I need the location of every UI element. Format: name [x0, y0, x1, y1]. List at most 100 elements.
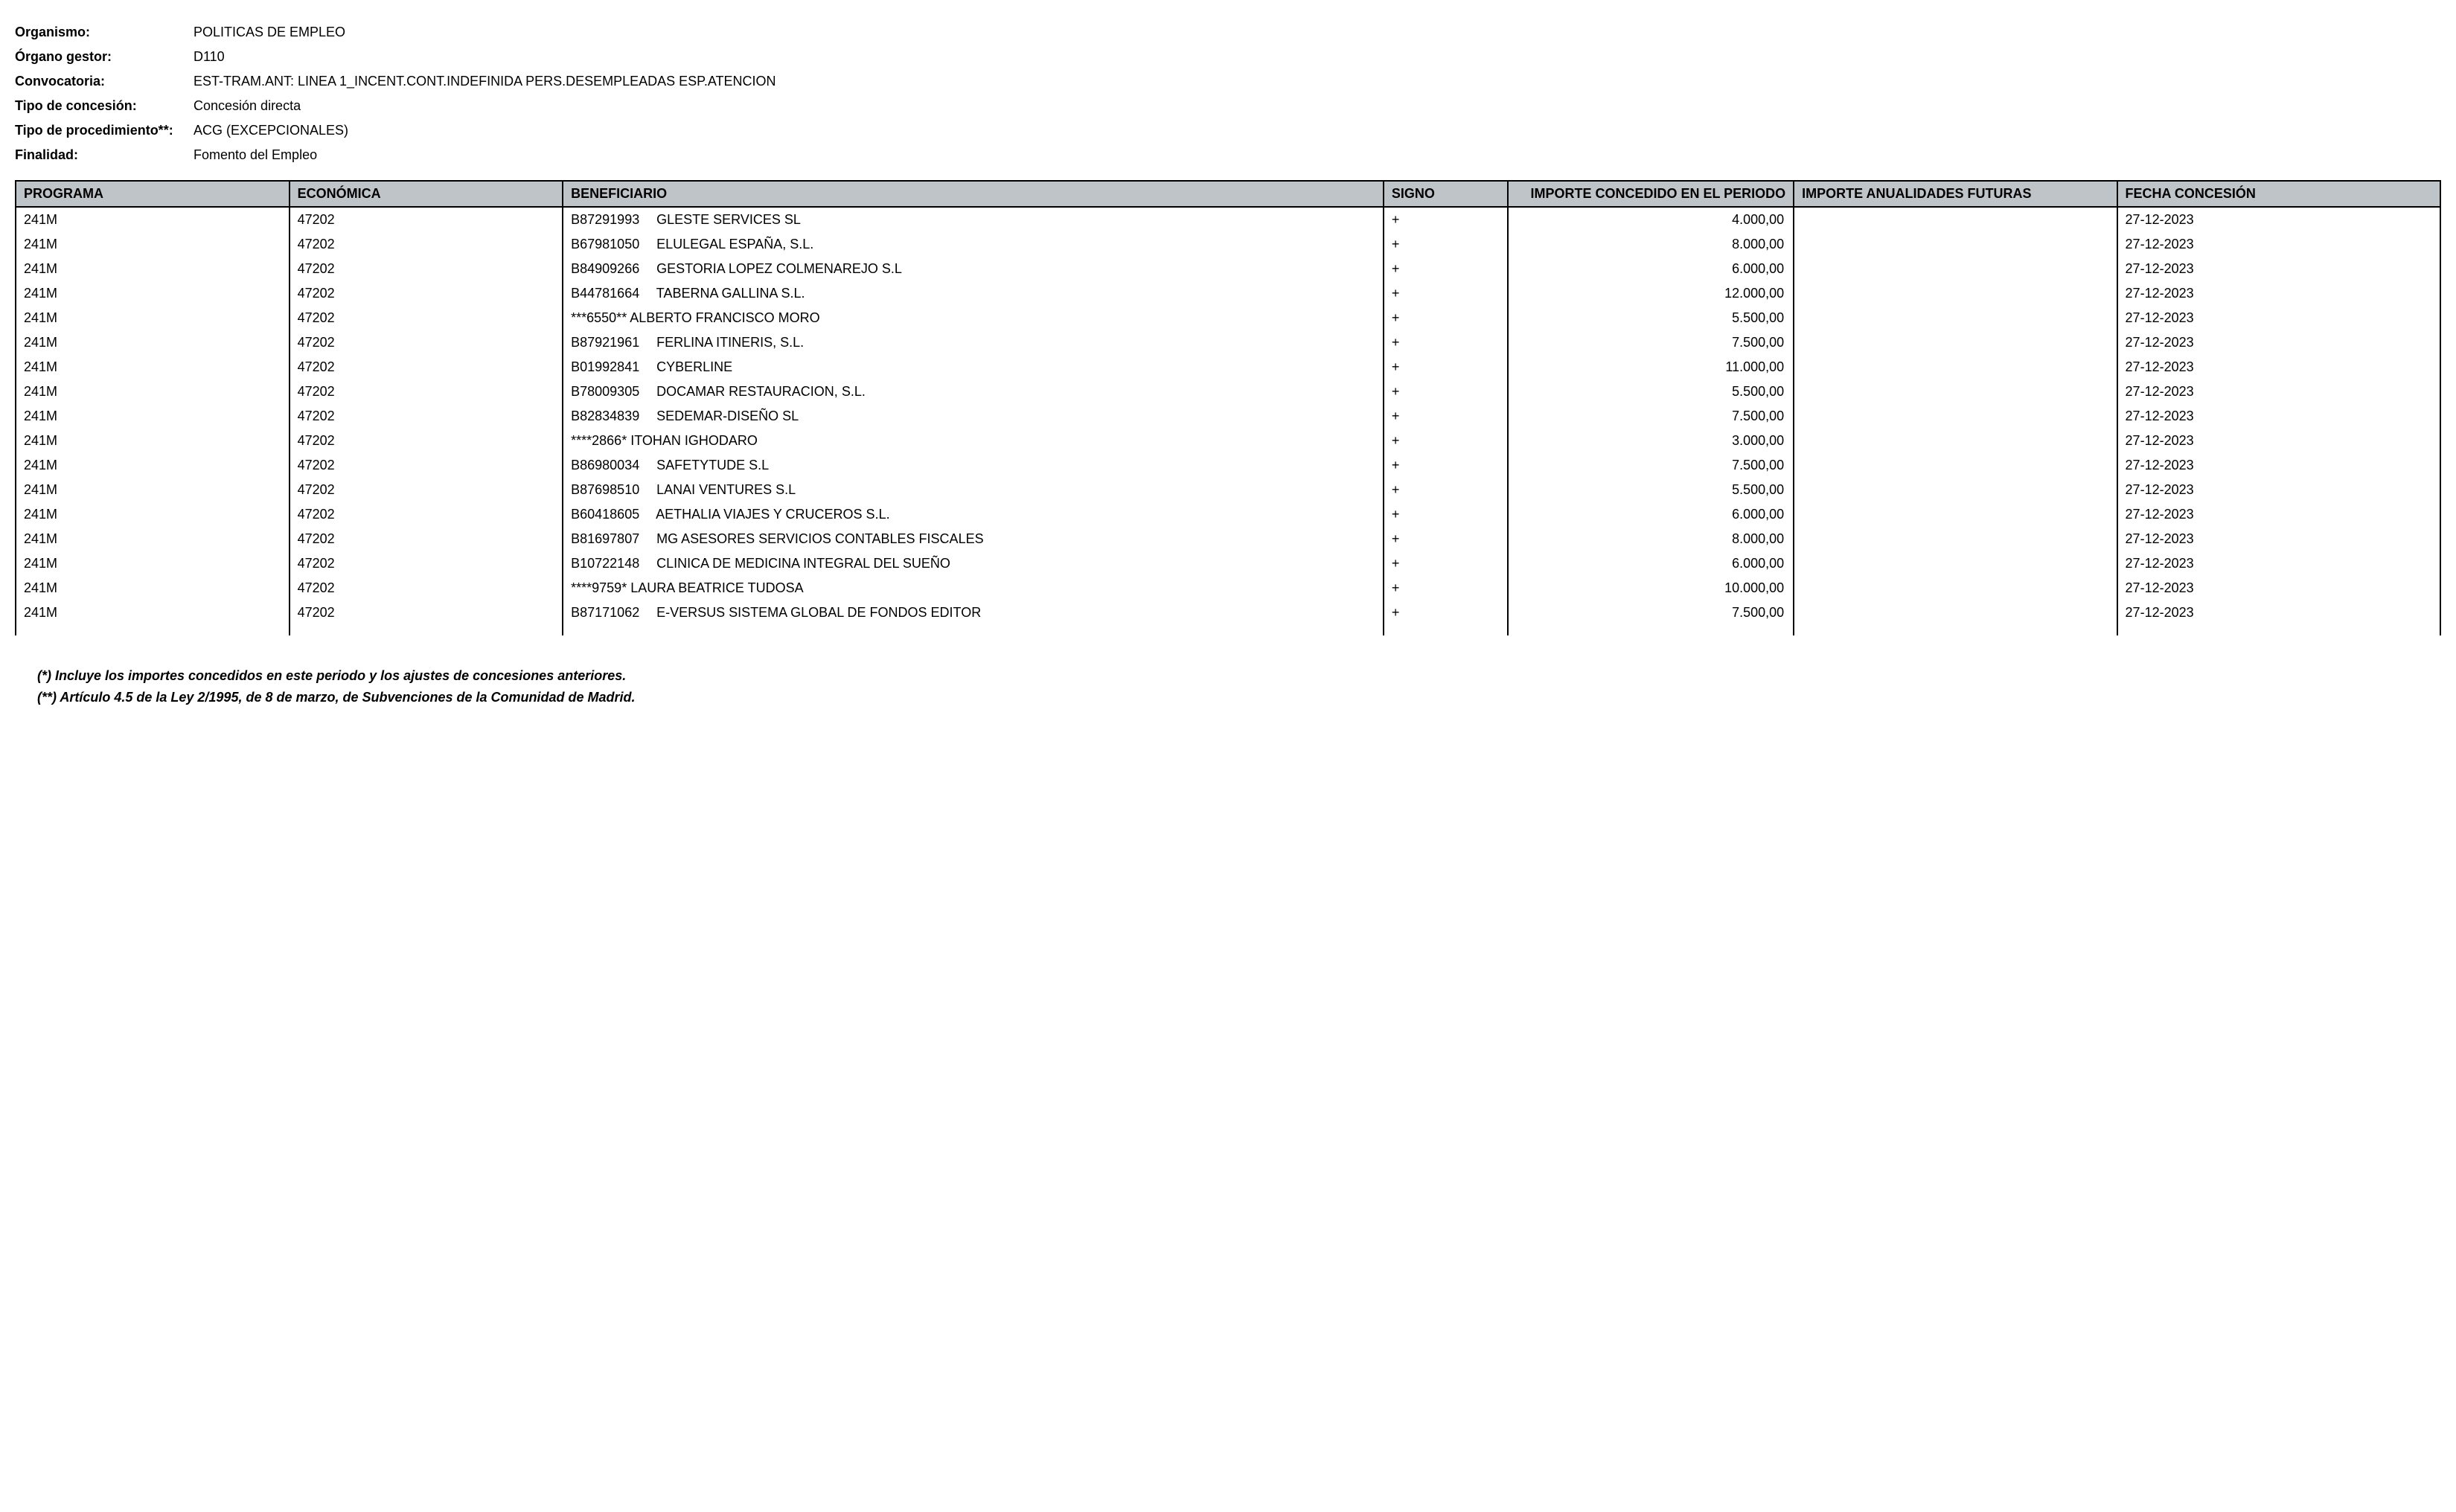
- cell-fecha-concesion: 27-12-2023: [2117, 281, 2440, 306]
- cell-importe-futuras: [1794, 453, 2117, 478]
- cell-signo: +: [1384, 502, 1508, 527]
- table-row: 241M47202B87291993 GLESTE SERVICES SL+4.…: [16, 207, 2440, 232]
- cell-economica: 47202: [290, 527, 563, 551]
- beneficiario-nif: B44781664: [571, 286, 653, 301]
- table-row: 241M47202B82834839 SEDEMAR-DISEÑO SL+7.5…: [16, 404, 2440, 429]
- cell-fecha-concesion: 27-12-2023: [2117, 527, 2440, 551]
- cell-signo: +: [1384, 257, 1508, 281]
- table-header-row: PROGRAMA ECONÓMICA BENEFICIARIO SIGNO IM…: [16, 181, 2440, 207]
- th-importe-concedido: IMPORTE CONCEDIDO EN EL PERIODO: [1508, 181, 1794, 207]
- header-row-organismo: Organismo: POLITICAS DE EMPLEO: [15, 22, 2441, 42]
- beneficiario-nif: B87698510: [571, 482, 653, 498]
- cell-signo: +: [1384, 281, 1508, 306]
- cell-importe-futuras: [1794, 551, 2117, 576]
- cell-importe-futuras: [1794, 527, 2117, 551]
- cell-importe-futuras: [1794, 502, 2117, 527]
- cell-programa: 241M: [16, 379, 290, 404]
- cell-fecha-concesion: 27-12-2023: [2117, 306, 2440, 330]
- cell-importe-concedido: 10.000,00: [1508, 576, 1794, 600]
- cell-beneficiario: B78009305 DOCAMAR RESTAURACION, S.L.: [563, 379, 1384, 404]
- cell-fecha-concesion: 27-12-2023: [2117, 257, 2440, 281]
- table-row: 241M47202B67981050 ELULEGAL ESPAÑA, S.L.…: [16, 232, 2440, 257]
- th-signo: SIGNO: [1384, 181, 1508, 207]
- cell-beneficiario: B67981050 ELULEGAL ESPAÑA, S.L.: [563, 232, 1384, 257]
- cell-importe-concedido: 4.000,00: [1508, 207, 1794, 232]
- table-row: 241M47202B01992841 CYBERLINE+11.000,0027…: [16, 355, 2440, 379]
- cell-importe-concedido: 12.000,00: [1508, 281, 1794, 306]
- cell-fecha-concesion: 27-12-2023: [2117, 355, 2440, 379]
- cell-importe-futuras: [1794, 257, 2117, 281]
- header-row-tipo-concesion: Tipo de concesión: Concesión directa: [15, 96, 2441, 116]
- cell-signo: +: [1384, 355, 1508, 379]
- header-row-organo-gestor: Órgano gestor: D110: [15, 47, 2441, 67]
- beneficiario-nif: B84909266: [571, 261, 653, 277]
- cell-importe-concedido: 5.500,00: [1508, 306, 1794, 330]
- cell-fecha-concesion: 27-12-2023: [2117, 576, 2440, 600]
- cell-programa: 241M: [16, 502, 290, 527]
- cell-beneficiario: ***6550** ALBERTO FRANCISCO MORO: [563, 306, 1384, 330]
- cell-importe-concedido: 11.000,00: [1508, 355, 1794, 379]
- cell-importe-futuras: [1794, 429, 2117, 453]
- table-row: 241M47202B60418605 AETHALIA VIAJES Y CRU…: [16, 502, 2440, 527]
- cell-economica: 47202: [290, 478, 563, 502]
- table-row: 241M47202****2866* ITOHAN IGHODARO+3.000…: [16, 429, 2440, 453]
- cell-fecha-concesion: 27-12-2023: [2117, 478, 2440, 502]
- footnote-2: (**) Artículo 4.5 de la Ley 2/1995, de 8…: [37, 687, 2441, 708]
- cell-importe-futuras: [1794, 379, 2117, 404]
- cell-importe-concedido: 6.000,00: [1508, 257, 1794, 281]
- table-row: 241M47202B78009305 DOCAMAR RESTAURACION,…: [16, 379, 2440, 404]
- cell-programa: 241M: [16, 207, 290, 232]
- cell-importe-futuras: [1794, 478, 2117, 502]
- footnote-1: (*) Incluye los importes concedidos en e…: [37, 665, 2441, 687]
- cell-importe-futuras: [1794, 355, 2117, 379]
- cell-importe-concedido: 5.500,00: [1508, 478, 1794, 502]
- cell-importe-futuras: [1794, 232, 2117, 257]
- concesiones-table: PROGRAMA ECONÓMICA BENEFICIARIO SIGNO IM…: [15, 180, 2441, 635]
- organo-gestor-label: Órgano gestor:: [15, 47, 194, 67]
- cell-economica: 47202: [290, 306, 563, 330]
- th-beneficiario: BENEFICIARIO: [563, 181, 1384, 207]
- cell-beneficiario: B84909266 GESTORIA LOPEZ COLMENAREJO S.L: [563, 257, 1384, 281]
- beneficiario-nif: B86980034: [571, 458, 653, 473]
- cell-fecha-concesion: 27-12-2023: [2117, 207, 2440, 232]
- table-row: 241M47202B87921961 FERLINA ITINERIS, S.L…: [16, 330, 2440, 355]
- tipo-procedimiento-value: ACG (EXCEPCIONALES): [194, 121, 2441, 141]
- cell-fecha-concesion: 27-12-2023: [2117, 404, 2440, 429]
- th-economica: ECONÓMICA: [290, 181, 563, 207]
- th-fecha-concesion: FECHA CONCESIÓN: [2117, 181, 2440, 207]
- cell-signo: +: [1384, 232, 1508, 257]
- table-row: 241M47202B10722148 CLINICA DE MEDICINA I…: [16, 551, 2440, 576]
- cell-programa: 241M: [16, 527, 290, 551]
- cell-beneficiario: ****9759* LAURA BEATRICE TUDOSA: [563, 576, 1384, 600]
- cell-programa: 241M: [16, 600, 290, 635]
- beneficiario-nif: B78009305: [571, 384, 653, 400]
- cell-fecha-concesion: 27-12-2023: [2117, 502, 2440, 527]
- cell-programa: 241M: [16, 478, 290, 502]
- header-row-convocatoria: Convocatoria: EST-TRAM.ANT: LINEA 1_INCE…: [15, 71, 2441, 92]
- cell-importe-concedido: 3.000,00: [1508, 429, 1794, 453]
- header-section: Organismo: POLITICAS DE EMPLEO Órgano ge…: [15, 22, 2441, 165]
- cell-importe-futuras: [1794, 306, 2117, 330]
- organismo-value: POLITICAS DE EMPLEO: [194, 22, 2441, 42]
- cell-programa: 241M: [16, 232, 290, 257]
- cell-signo: +: [1384, 527, 1508, 551]
- cell-importe-concedido: 6.000,00: [1508, 502, 1794, 527]
- table-row: 241M47202****9759* LAURA BEATRICE TUDOSA…: [16, 576, 2440, 600]
- cell-programa: 241M: [16, 453, 290, 478]
- cell-programa: 241M: [16, 257, 290, 281]
- table-row: 241M47202B81697807 MG ASESORES SERVICIOS…: [16, 527, 2440, 551]
- cell-beneficiario: ****2866* ITOHAN IGHODARO: [563, 429, 1384, 453]
- cell-importe-concedido: 6.000,00: [1508, 551, 1794, 576]
- cell-signo: +: [1384, 453, 1508, 478]
- cell-programa: 241M: [16, 576, 290, 600]
- beneficiario-nif: B87921961: [571, 335, 653, 350]
- cell-signo: +: [1384, 379, 1508, 404]
- finalidad-value: Fomento del Empleo: [194, 145, 2441, 165]
- beneficiario-nif: B81697807: [571, 531, 653, 547]
- cell-importe-concedido: 7.500,00: [1508, 330, 1794, 355]
- tipo-concesion-label: Tipo de concesión:: [15, 96, 194, 116]
- beneficiario-nif: B60418605: [571, 507, 653, 522]
- cell-programa: 241M: [16, 429, 290, 453]
- header-row-tipo-procedimiento: Tipo de procedimiento**: ACG (EXCEPCIONA…: [15, 121, 2441, 141]
- cell-beneficiario: B44781664 TABERNA GALLINA S.L.: [563, 281, 1384, 306]
